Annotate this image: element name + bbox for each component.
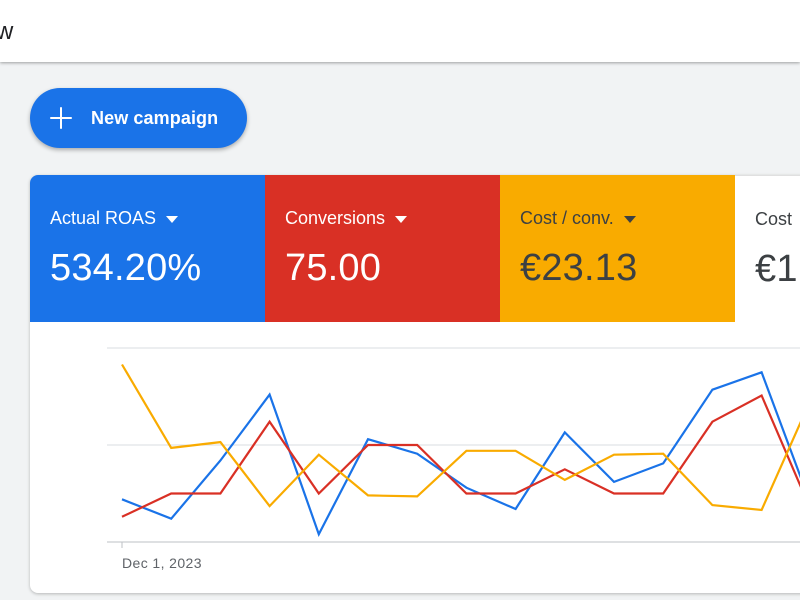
metric-value-cost: €1 <box>755 248 798 290</box>
caret-down-icon[interactable] <box>623 216 636 223</box>
metric-value-actual-roas: 534.20% <box>50 247 202 289</box>
plus-icon <box>50 107 72 129</box>
metric-tile-cost-per-conversion[interactable]: Cost / conv. €23.13 <box>500 175 735 322</box>
series-line-2 <box>121 363 800 512</box>
performance-card: Actual ROAS 534.20% Conversions 75.00 Co… <box>30 175 800 593</box>
series-line-0 <box>121 370 800 537</box>
metric-tile-cost[interactable]: Cost €1 <box>735 175 800 322</box>
caret-down-icon[interactable] <box>395 216 408 223</box>
new-campaign-label: New campaign <box>91 107 219 128</box>
caret-down-icon[interactable] <box>166 216 179 223</box>
top-bar-partial-text: w <box>0 18 14 45</box>
metric-label-conversions: Conversions <box>285 208 386 228</box>
metric-value-conversions: 75.00 <box>285 247 382 289</box>
metric-label-cost: Cost <box>755 209 793 229</box>
line-chart: Dec 1, 2023 <box>30 322 800 593</box>
metric-tile-actual-roas[interactable]: Actual ROAS 534.20% <box>30 175 265 322</box>
new-campaign-button[interactable]: New campaign <box>30 88 247 148</box>
metric-value-cost-per-conversion: €23.13 <box>520 247 638 289</box>
x-axis-start-label: Dec 1, 2023 <box>122 555 202 571</box>
metric-tiles: Actual ROAS 534.20% Conversions 75.00 Co… <box>30 175 800 322</box>
series-line-1 <box>121 393 800 518</box>
metric-label-cost-per-conversion: Cost / conv. <box>520 208 614 228</box>
line-chart-svg <box>107 347 800 548</box>
top-bar: w <box>0 0 800 62</box>
metric-tile-conversions[interactable]: Conversions 75.00 <box>265 175 500 322</box>
metric-label-actual-roas: Actual ROAS <box>50 208 157 228</box>
